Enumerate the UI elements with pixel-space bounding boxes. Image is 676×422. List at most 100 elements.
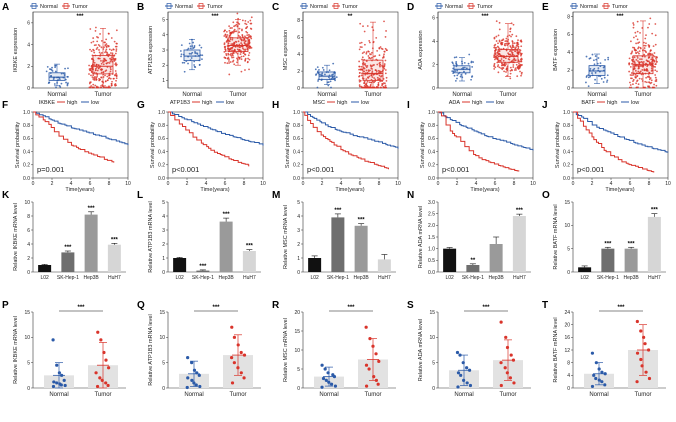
tumor-point (653, 55, 656, 58)
y-tick-label: 0.2 (23, 163, 30, 169)
tumor-point (632, 83, 634, 86)
tumor-point (637, 46, 640, 49)
y-tick-label: 4 (297, 52, 300, 58)
tumor-point (512, 66, 515, 68)
panel-label: C (272, 2, 279, 13)
normal-point (452, 67, 455, 70)
normal-point (323, 367, 327, 371)
tumor-point (223, 50, 226, 53)
tumor-point (628, 62, 631, 65)
tumor-point (638, 50, 641, 53)
normal-point (604, 58, 607, 61)
x-category-label: HuH7 (648, 275, 661, 281)
panel-label: E (542, 2, 549, 13)
y-tick-label: 4 (162, 214, 165, 220)
tumor-point (372, 375, 376, 379)
tumor-point (493, 62, 496, 65)
bar (242, 251, 256, 272)
x-tick-label: 4 (475, 181, 478, 187)
normal-point (317, 80, 319, 82)
normal-point (589, 75, 592, 78)
legend-tumor-text: Tumor (477, 4, 493, 10)
tumor-point (245, 27, 247, 30)
tumor-point (511, 40, 514, 43)
x-tick-label: 10 (530, 181, 536, 187)
x-category-label: L02 (580, 275, 589, 281)
tumor-point (246, 31, 249, 34)
normal-point (603, 76, 606, 79)
normal-point (320, 73, 322, 76)
y-tick-label: 0 (567, 386, 570, 392)
tumor-point (363, 82, 365, 84)
tumor-point (250, 46, 253, 49)
tumor-point (509, 53, 512, 56)
panel-label: S (407, 300, 414, 311)
bar (624, 248, 638, 272)
tumor-point (95, 384, 100, 389)
tumor-box (92, 55, 114, 75)
y-tick-label: 20 (294, 310, 300, 316)
tumor-point (240, 70, 243, 73)
normal-point (316, 66, 319, 69)
y-tick-label: 0.0 (158, 176, 165, 182)
y-tick-label: 4 (27, 42, 30, 48)
tumor-point (654, 23, 657, 25)
bar (377, 259, 391, 272)
normal-box (183, 49, 201, 62)
y-tick-label: 0.4 (428, 149, 435, 155)
legend-normal-text: Normal (445, 4, 463, 10)
tumor-box (362, 59, 384, 81)
tumor-point (232, 335, 237, 339)
tumor-point (235, 30, 238, 33)
tumor-point (115, 45, 118, 48)
tumor-point (501, 68, 504, 71)
normal-point (57, 371, 62, 375)
tumor-point (639, 58, 641, 61)
significance-stars: *** (481, 14, 489, 20)
tumor-point (224, 33, 227, 36)
tumor-point (233, 63, 236, 66)
tumor-point (493, 44, 496, 47)
tumor-point (365, 52, 368, 55)
tumor-point (358, 60, 361, 63)
normal-point (468, 383, 473, 388)
y-tick-label: 0.8 (428, 123, 435, 129)
tumor-point (94, 69, 97, 72)
tumor-point (109, 52, 112, 54)
tumor-point (231, 56, 233, 59)
tumor-point (107, 366, 111, 370)
y-axis-label: ATP1B3 expression (148, 26, 154, 74)
tumor-point (374, 78, 377, 81)
tumor-point (385, 76, 388, 79)
y-axis-label: Relative BATF mRNA level (553, 204, 559, 269)
normal-point (188, 52, 191, 55)
tumor-point (228, 34, 231, 37)
tumor-point (648, 23, 651, 25)
bar (219, 221, 233, 272)
tumor-point (109, 57, 111, 60)
tumor-point (232, 56, 235, 59)
tumor-point (100, 71, 103, 74)
legend-high-text: high (337, 100, 347, 106)
tumor-point (380, 75, 382, 78)
tumor-point (230, 381, 235, 385)
panel-label: L (137, 190, 143, 201)
tumor-point (98, 66, 101, 69)
x-category-label: Tumor (229, 392, 246, 398)
tumor-point (358, 80, 361, 83)
legend-gene-name: MSC (313, 100, 325, 106)
tumor-point (377, 81, 380, 84)
legend-tumor-text: Tumor (612, 4, 628, 10)
tumor-point (238, 31, 241, 34)
bar (84, 214, 98, 272)
tumor-point (229, 61, 232, 63)
low-survival-curve (438, 111, 534, 151)
tumor-point (235, 51, 238, 54)
tumor-point (511, 33, 514, 36)
tumor-point (244, 40, 247, 43)
tumor-point (503, 366, 507, 370)
normal-point (465, 381, 469, 385)
normal-point (315, 73, 318, 76)
y-tick-label: 0 (27, 86, 30, 92)
tumor-point (114, 84, 117, 87)
